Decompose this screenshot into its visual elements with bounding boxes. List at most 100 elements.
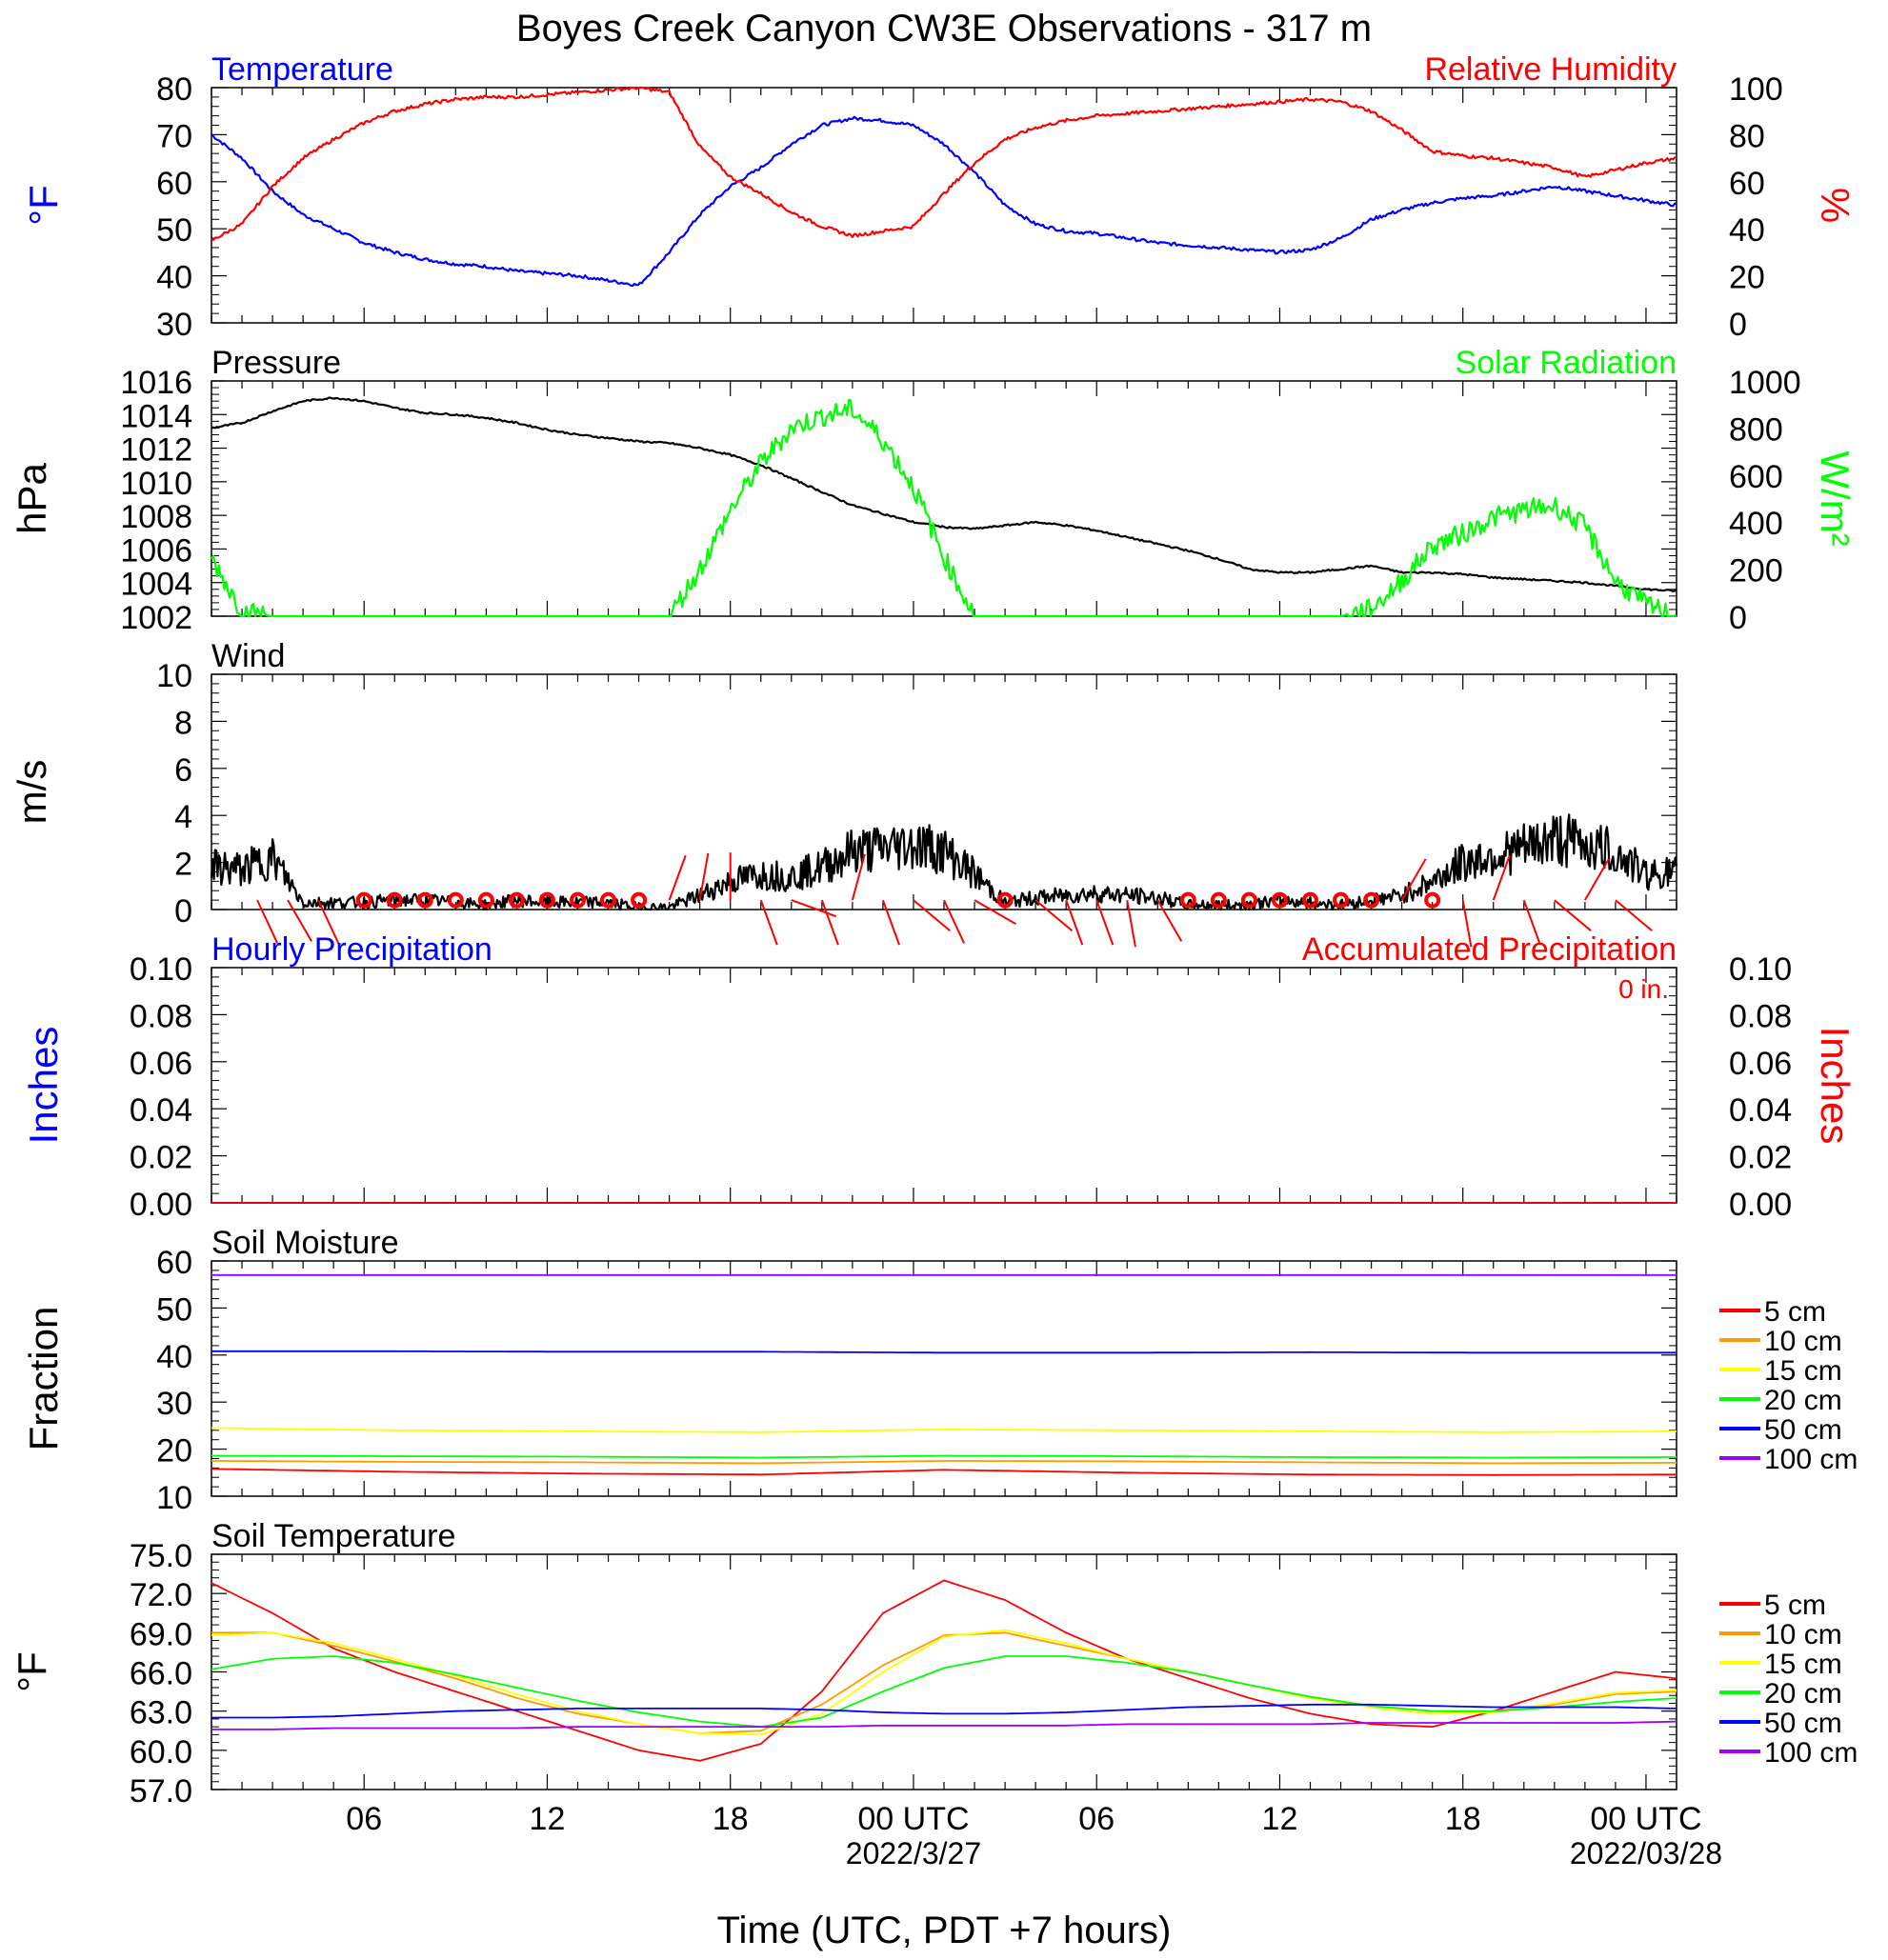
wind-barb-calm xyxy=(631,891,648,909)
y-right-tick-label: 600 xyxy=(1729,459,1783,495)
plot-frame xyxy=(211,380,1677,617)
wind-barb xyxy=(1126,899,1136,948)
y-tick-label: 60.0 xyxy=(130,1734,192,1770)
wind-barb xyxy=(668,854,687,901)
x-tick-date-label: 2022/03/28 xyxy=(1570,1836,1722,1870)
wind-barb-calm xyxy=(386,891,403,909)
wind-barb-calm xyxy=(416,891,433,909)
y-right-tick-label: 0.06 xyxy=(1729,1046,1792,1082)
y-tick-label: 66.0 xyxy=(130,1656,192,1692)
legend-label: 15 cm xyxy=(1764,1649,1842,1680)
wind-barb-calm xyxy=(508,891,525,909)
wind-barb xyxy=(791,899,837,918)
wind-barb xyxy=(851,853,866,901)
panel-left-title: Soil Temperature xyxy=(211,1518,455,1554)
wind-barb xyxy=(1065,899,1084,946)
wind-barb xyxy=(1615,899,1653,932)
panel-right-title: Solar Radiation xyxy=(1456,345,1677,381)
y-right-axis-label: Inches xyxy=(1813,1027,1858,1145)
y-tick-label: 8 xyxy=(174,705,192,741)
y-right-tick-label: 400 xyxy=(1729,506,1783,542)
legend-label: 20 cm xyxy=(1764,1385,1842,1416)
panel-left-title: Temperature xyxy=(211,51,393,88)
y-right-tick-label: 60 xyxy=(1729,166,1765,202)
legend-label: 10 cm xyxy=(1764,1619,1842,1650)
y-tick-label: 75.0 xyxy=(130,1538,192,1574)
wind-barb xyxy=(1400,858,1427,901)
y-tick-label: 0.08 xyxy=(130,998,192,1034)
y-tick-label: 63.0 xyxy=(130,1695,192,1731)
precip-total-annotation: 0 in. xyxy=(1618,974,1669,1004)
x-tick-label: 12 xyxy=(530,1801,566,1837)
series-line xyxy=(211,1454,1677,1459)
wind-barb xyxy=(759,899,778,946)
y-right-tick-label: 0 xyxy=(1729,307,1747,343)
x-tick-label: 18 xyxy=(1445,1801,1481,1837)
y-axis-label: °F xyxy=(21,185,66,225)
y-tick-label: 1008 xyxy=(120,499,192,535)
panel-left-title: Wind xyxy=(211,638,285,674)
y-right-tick-label: 1000 xyxy=(1729,365,1801,401)
y-tick-label: 0 xyxy=(174,893,192,930)
series-line xyxy=(211,396,1677,593)
plot-frame xyxy=(211,87,1677,324)
panel-3: 0 2 4 6 8 10 m/s Wind xyxy=(10,638,1678,948)
legend-label: 100 cm xyxy=(1764,1444,1858,1475)
wind-barb-calm xyxy=(1271,891,1288,909)
y-tick-label: 60 xyxy=(156,166,192,202)
y-tick-label: 0.02 xyxy=(130,1140,192,1176)
y-right-axis-label: W/m² xyxy=(1813,450,1858,546)
y-tick-label: 30 xyxy=(156,307,192,343)
panel-left-title: Pressure xyxy=(211,345,341,381)
panel-5: 10 20 30 40 50 60 Fraction Soil Moisture 5 cm10 … xyxy=(21,1225,1858,1516)
wind-barb-calm xyxy=(996,891,1014,909)
series-line xyxy=(211,1720,1677,1730)
series-line xyxy=(211,1703,1677,1719)
wind-barb xyxy=(256,899,279,944)
wind-barb-calm xyxy=(1179,891,1196,909)
wind-barb-calm xyxy=(600,891,617,909)
wind-barb xyxy=(698,852,710,901)
panel-right-title: Accumulated Precipitation xyxy=(1302,931,1677,968)
legend-label: 20 cm xyxy=(1764,1678,1842,1710)
x-axis-label: Time (UTC, PDT +7 hours) xyxy=(717,1910,1172,1951)
wind-barb-calm xyxy=(447,891,464,909)
y-axis-label: Inches xyxy=(21,1027,66,1145)
series-line xyxy=(211,1468,1677,1476)
y-right-tick-label: 0.02 xyxy=(1729,1140,1792,1176)
series-line xyxy=(211,1350,1677,1354)
wind-barb-calm xyxy=(477,891,494,909)
y-tick-label: 0.04 xyxy=(130,1092,192,1129)
y-tick-label: 50 xyxy=(156,1291,192,1328)
y-tick-label: 6 xyxy=(174,752,192,789)
x-tick-label: 00 UTC xyxy=(1590,1801,1701,1837)
x-tick-label: 06 xyxy=(1078,1801,1115,1837)
series-line xyxy=(211,1460,1677,1465)
series-line xyxy=(211,115,1677,288)
x-tick-label: 12 xyxy=(1262,1801,1298,1837)
chart-title: Boyes Creek Canyon CW3E Observations - 3… xyxy=(516,8,1372,50)
series-line xyxy=(211,1579,1677,1762)
legend-label: 15 cm xyxy=(1764,1355,1842,1387)
wind-barb-calm xyxy=(1363,891,1380,909)
wind-barb xyxy=(317,899,340,944)
y-tick-label: 0.06 xyxy=(130,1046,192,1082)
wind-barb-calm xyxy=(1302,891,1318,909)
y-right-tick-label: 0.08 xyxy=(1729,998,1792,1034)
y-right-tick-label: 200 xyxy=(1729,553,1783,590)
wind-barb xyxy=(913,899,951,932)
wind-barb-calm xyxy=(1333,891,1350,909)
panel-right-title: Relative Humidity xyxy=(1424,51,1677,88)
y-tick-label: 57.0 xyxy=(130,1773,192,1810)
y-tick-label: 1016 xyxy=(120,365,192,401)
y-right-tick-label: 40 xyxy=(1729,212,1765,249)
wind-barb xyxy=(1095,899,1115,946)
legend-label: 5 cm xyxy=(1764,1296,1826,1328)
y-axis-label: hPa xyxy=(10,462,54,533)
wind-barb xyxy=(1492,854,1511,901)
wind-barb xyxy=(1034,899,1074,932)
wind-barb xyxy=(1554,899,1592,932)
y-tick-label: 20 xyxy=(156,1433,192,1470)
y-tick-label: 80 xyxy=(156,71,192,108)
series-line xyxy=(211,86,1677,241)
